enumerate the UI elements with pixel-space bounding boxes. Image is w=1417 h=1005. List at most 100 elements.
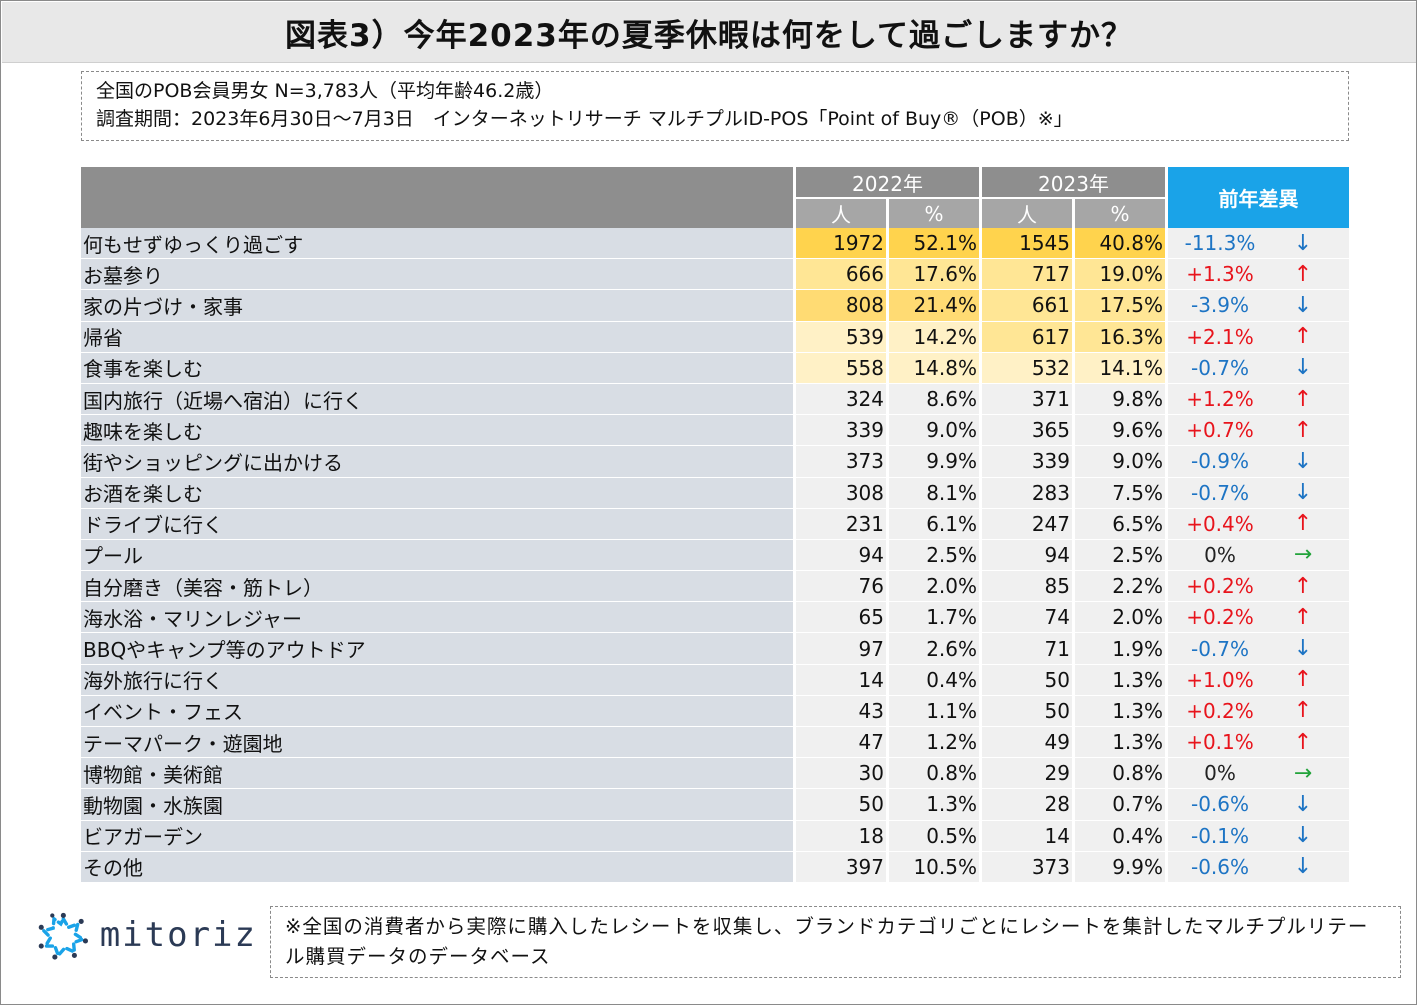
row-percent-2023: 1.3%: [1072, 727, 1165, 759]
arrow-up-icon: ↑: [1293, 261, 1313, 287]
diff-wrap: +0.4% ↑: [1172, 511, 1349, 536]
row-diff-cell: -0.7% ↓: [1165, 477, 1349, 509]
arrow-up-icon: ↑: [1293, 667, 1313, 693]
row-count-2022: 14: [793, 664, 886, 696]
arrow-up-icon: ↑: [1293, 573, 1313, 599]
row-diff-cell: -3.9% ↓: [1165, 290, 1349, 322]
row-diff-cell: +0.2% ↑: [1165, 571, 1349, 603]
row-percent-2023: 2.0%: [1072, 602, 1165, 634]
survey-info-box: 全国のPOB会員男女 N=3,783人（平均年齢46.2歳） 調査期間：2023…: [81, 71, 1349, 141]
row-diff-value: +1.2%: [1186, 387, 1254, 412]
row-percent-2022: 2.5%: [886, 539, 979, 572]
row-percent-2022: 0.5%: [886, 820, 979, 852]
row-percent-2023: 14.1%: [1072, 352, 1165, 384]
row-percent-2023: 1.3%: [1072, 664, 1165, 696]
row-percent-2023: 17.5%: [1072, 290, 1165, 322]
row-percent-2023: 9.6%: [1072, 415, 1165, 447]
row-percent-2022: 2.6%: [886, 633, 979, 665]
arrow-up-icon: ↑: [1293, 386, 1313, 412]
header-count-2022: 人: [793, 197, 886, 228]
arrow-up-icon: ↑: [1293, 511, 1313, 537]
title-bar: 図表3）今年2023年の夏季休暇は何をして過ごしますか？: [2, 2, 1416, 63]
diff-wrap: -0.7% ↓: [1172, 480, 1349, 505]
arrow-down-icon: ↓: [1293, 636, 1313, 662]
diff-wrap: +2.1% ↑: [1172, 324, 1349, 349]
row-count-2023: 365: [979, 415, 1072, 447]
table-row: ビアガーデン 18 0.5% 14 0.4% -0.1% ↓: [81, 820, 1349, 852]
row-diff-value: -0.1%: [1190, 823, 1250, 848]
survey-table: 2022年 2023年 前年差異 人 % 人 % 何もせずゆっくり過ごす 1972…: [81, 167, 1349, 883]
row-percent-2022: 10.5%: [886, 851, 979, 883]
row-percent-2022: 52.1%: [886, 228, 979, 260]
survey-respondents: 全国のPOB会員男女 N=3,783人（平均年齢46.2歳）: [96, 80, 554, 102]
row-percent-2023: 0.7%: [1072, 789, 1165, 821]
row-count-2023: 49: [979, 727, 1072, 759]
row-diff-cell: +1.3% ↑: [1165, 259, 1349, 291]
row-percent-2022: 0.4%: [886, 664, 979, 696]
row-diff-value: +0.7%: [1186, 418, 1254, 443]
diff-wrap: 0% →: [1172, 542, 1349, 567]
row-percent-2022: 14.8%: [886, 352, 979, 384]
row-item-label: 趣味を楽しむ: [81, 415, 793, 447]
row-count-2023: 661: [979, 290, 1072, 322]
row-item-label: プール: [81, 539, 793, 572]
table-row: 家の片づけ・家事 808 21.4% 661 17.5% -3.9% ↓: [81, 290, 1349, 322]
row-diff-value: -0.6%: [1190, 854, 1250, 879]
table-row: お墓参り 666 17.6% 717 19.0% +1.3% ↑: [81, 259, 1349, 291]
row-count-2023: 617: [979, 321, 1072, 353]
header-count-2023: 人: [979, 197, 1072, 228]
table-row: 博物館・美術館 30 0.8% 29 0.8% 0% →: [81, 758, 1349, 790]
diff-wrap: -3.9% ↓: [1172, 293, 1349, 318]
row-percent-2023: 9.8%: [1072, 383, 1165, 416]
row-count-2023: 283: [979, 477, 1072, 509]
diff-wrap: -0.7% ↓: [1172, 355, 1349, 380]
diff-wrap: +0.2% ↑: [1172, 605, 1349, 630]
arrow-down-icon: ↓: [1293, 230, 1313, 256]
row-percent-2023: 7.5%: [1072, 477, 1165, 509]
row-item-label: テーマパーク・遊園地: [81, 727, 793, 759]
row-percent-2023: 9.9%: [1072, 851, 1165, 883]
footnote-box: ※全国の消費者から実際に購入したレシートを収集し、ブランドカテゴリごとにレシート…: [270, 906, 1401, 978]
row-item-label: 自分磨き（美容・筋トレ）: [81, 571, 793, 603]
row-item-label: お墓参り: [81, 259, 793, 291]
row-count-2023: 717: [979, 259, 1072, 291]
row-count-2023: 339: [979, 446, 1072, 478]
table-row: お酒を楽しむ 308 8.1% 283 7.5% -0.7% ↓: [81, 477, 1349, 509]
row-diff-value: -0.6%: [1190, 792, 1250, 817]
row-count-2023: 74: [979, 602, 1072, 634]
page-title: 図表3）今年2023年の夏季休暇は何をして過ごしますか？: [285, 17, 1133, 54]
row-percent-2022: 9.0%: [886, 415, 979, 447]
diff-wrap: -11.3% ↓: [1172, 231, 1349, 256]
row-item-label: 帰省: [81, 321, 793, 353]
diff-wrap: -0.6% ↓: [1172, 792, 1349, 817]
row-percent-2022: 21.4%: [886, 290, 979, 322]
row-item-label: その他: [81, 851, 793, 883]
row-percent-2022: 6.1%: [886, 508, 979, 540]
row-diff-cell: 0% →: [1165, 758, 1349, 790]
table-row: 自分磨き（美容・筋トレ） 76 2.0% 85 2.2% +0.2% ↑: [81, 571, 1349, 603]
row-item-label: 海水浴・マリンレジャー: [81, 602, 793, 634]
diff-wrap: +1.2% ↑: [1172, 387, 1349, 412]
arrow-down-icon: ↓: [1293, 292, 1313, 318]
arrow-right-icon: →: [1293, 542, 1313, 568]
row-percent-2022: 1.7%: [886, 602, 979, 634]
row-count-2022: 65: [793, 602, 886, 634]
table-row: BBQやキャンプ等のアウトドア 97 2.6% 71 1.9% -0.7% ↓: [81, 633, 1349, 665]
arrow-down-icon: ↓: [1293, 823, 1313, 849]
table-row: 動物園・水族園 50 1.3% 28 0.7% -0.6% ↓: [81, 789, 1349, 821]
row-percent-2023: 0.8%: [1072, 758, 1165, 790]
mitoriz-logo-icon: [38, 912, 89, 960]
header-percent-2023: %: [1072, 197, 1165, 228]
row-percent-2022: 8.6%: [886, 383, 979, 416]
row-item-label: 街やショッピングに出かける: [81, 446, 793, 478]
header-year-2022: 2022年: [793, 167, 979, 197]
row-percent-2022: 1.2%: [886, 727, 979, 759]
row-diff-value: +2.1%: [1186, 324, 1254, 349]
arrow-down-icon: ↓: [1293, 791, 1313, 817]
table-row: 街やショッピングに出かける 373 9.9% 339 9.0% -0.9% ↓: [81, 446, 1349, 478]
row-diff-value: -11.3%: [1184, 231, 1256, 256]
row-percent-2023: 40.8%: [1072, 228, 1165, 260]
row-diff-value: -0.7%: [1190, 480, 1250, 505]
row-percent-2023: 6.5%: [1072, 508, 1165, 540]
